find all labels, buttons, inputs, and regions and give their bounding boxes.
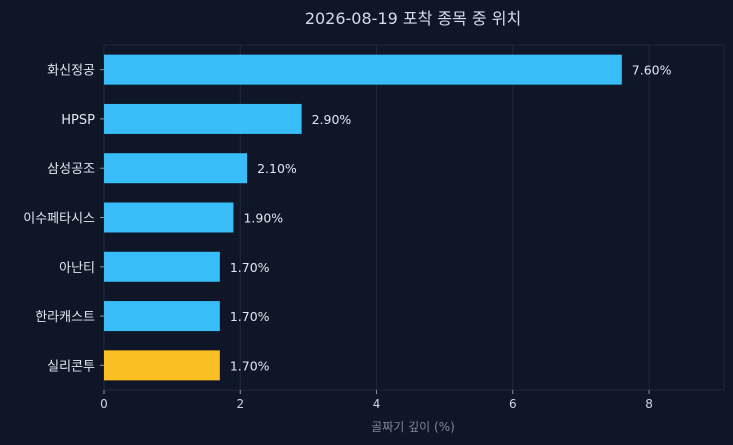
value-label: 1.70% <box>230 358 270 373</box>
bar <box>104 251 220 282</box>
value-label: 7.60% <box>632 63 672 78</box>
category-label: 실리콘투 <box>47 359 95 374</box>
x-axis-title: 골짜기 깊이 (%) <box>371 420 455 434</box>
category-label: 아난티 <box>59 261 95 276</box>
chart-title: 2026-08-19 포착 종목 중 위치 <box>305 9 521 28</box>
bars <box>104 54 622 381</box>
value-label: 2.10% <box>257 161 297 176</box>
x-tick-label: 0 <box>100 397 108 411</box>
bar <box>104 54 622 85</box>
bar <box>104 350 220 381</box>
value-label: 1.70% <box>230 260 270 275</box>
x-tick-label: 4 <box>373 397 381 411</box>
category-label: 삼성공조 <box>47 162 95 177</box>
x-tick-label: 2 <box>236 397 244 411</box>
value-label: 1.70% <box>230 309 270 324</box>
x-axis-ticks: 0 2 4 6 8 <box>100 390 653 411</box>
category-label: 한라캐스트 <box>35 310 95 325</box>
bar <box>104 202 234 233</box>
value-labels: 7.60% 2.90% 2.10% 1.90% 1.70% 1.70% 1.70% <box>230 63 672 374</box>
grid-lines <box>239 45 650 390</box>
category-label: 화신정공 <box>47 64 95 79</box>
bar <box>104 301 220 332</box>
category-label: 이수페타시스 <box>23 212 95 227</box>
bar <box>104 103 302 134</box>
x-tick-label: 6 <box>509 397 517 411</box>
category-label: HPSP <box>61 113 95 128</box>
bar <box>104 153 248 184</box>
value-label: 2.90% <box>312 112 352 127</box>
value-label: 1.90% <box>243 211 283 226</box>
x-tick-label: 8 <box>645 397 653 411</box>
